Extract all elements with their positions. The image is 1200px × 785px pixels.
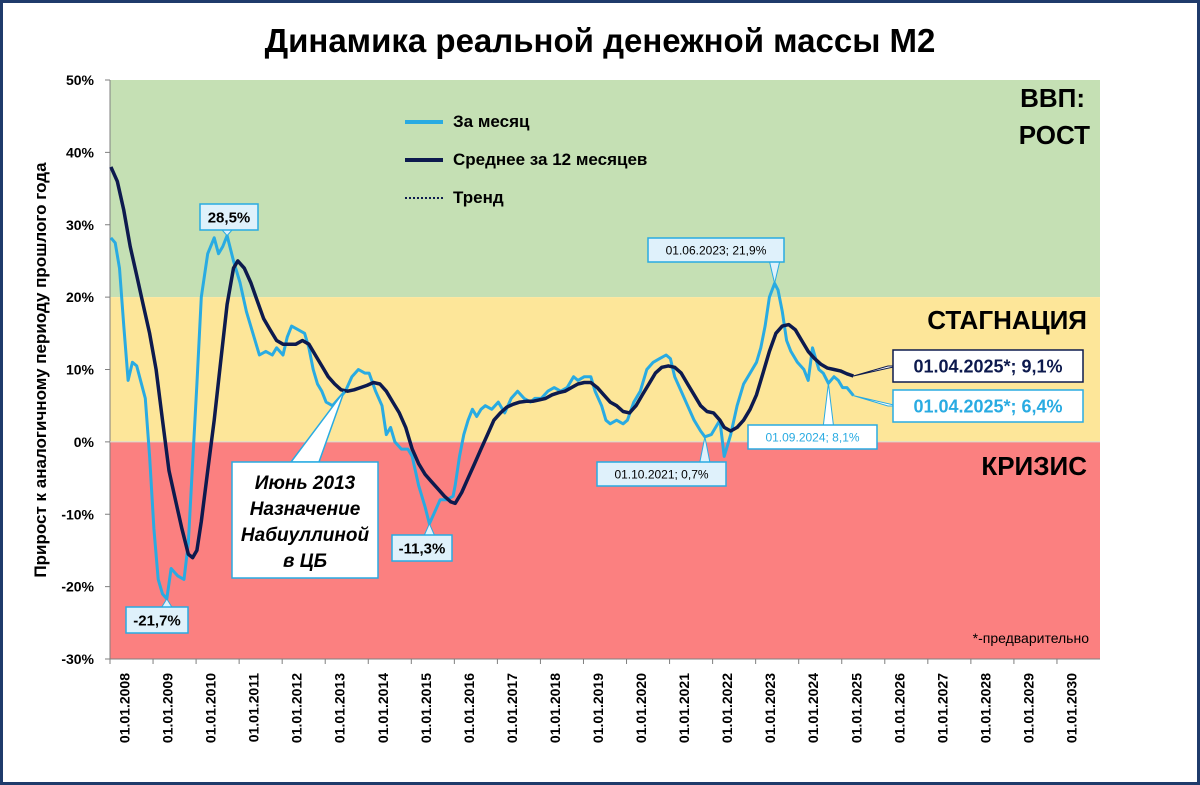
x-tick-label: 01.01.2021 [676, 673, 692, 743]
series-12m-average-line [109, 166, 854, 560]
x-tick-label: 01.01.2011 [246, 673, 262, 743]
y-tick-label: 0% [74, 434, 95, 450]
x-tick-label: 01.01.2025 [848, 673, 864, 743]
y-tick-label: 40% [66, 144, 95, 160]
legend: За месяц Среднее за 12 месяцев Тренд [405, 112, 647, 207]
y-tick-label: -20% [61, 579, 94, 595]
series-monthly-line [109, 234, 855, 601]
x-tick-label: 01.01.2014 [375, 673, 391, 743]
zone-label-growth-1: ВВП: [1020, 83, 1085, 113]
callout-line-2: Назначение [250, 499, 361, 520]
callout-line-4: в ЦБ [283, 551, 327, 572]
x-tick-label: 01.01.2027 [934, 673, 950, 743]
footnote: *-предварительно [973, 630, 1090, 646]
series [109, 166, 855, 601]
y-tick-label: 50% [66, 72, 95, 88]
x-tick-label: 01.01.2008 [117, 673, 133, 743]
chart-title: Динамика реальной денежной массы М2 [265, 22, 936, 59]
y-axis-label: Прирост к аналогичному периоду прошлого … [31, 162, 50, 578]
annotation-label: -21,7% [133, 612, 181, 629]
annotation-box [892, 349, 1084, 383]
annotation-label: 28,5% [208, 209, 251, 226]
annotation-label: 01.04.2025*; 6,4% [913, 396, 1062, 416]
y-tick-label: -10% [61, 506, 94, 522]
y-tick-label: 30% [66, 217, 95, 233]
x-tick-label: 01.01.2012 [289, 673, 305, 743]
y-tick-label: 10% [66, 362, 95, 378]
annotation-box [199, 203, 259, 231]
x-tick-label: 01.01.2015 [418, 673, 434, 743]
x-tick-label: 01.01.2013 [332, 673, 348, 743]
x-tick-label: 01.01.2018 [547, 673, 563, 743]
y-tick-label: 20% [66, 289, 95, 305]
annotation-box [747, 424, 878, 450]
annotation-box [391, 534, 453, 562]
x-tick-label: 01.01.2020 [633, 673, 649, 743]
annotation-box [892, 389, 1084, 423]
x-tick-label: 01.01.2010 [203, 673, 219, 743]
zone-label-crisis: КРИЗИС [981, 451, 1087, 481]
x-tick-label: 01.01.2016 [461, 673, 477, 743]
axes: -30% -20% -10% 0% 10% 20% 30% 40% 50% 01.01.2008 0… [61, 72, 1100, 743]
legend-label-2: Среднее за 12 месяцев [453, 150, 647, 169]
x-tick-label: 01.01.2023 [762, 673, 778, 743]
annotation-box [596, 461, 727, 487]
x-tick-label: 01.01.2022 [719, 673, 735, 743]
annotation-label: -11,3% [399, 540, 446, 557]
legend-label-1: За месяц [453, 112, 530, 131]
x-tick-label: 01.01.2009 [160, 673, 176, 743]
callout-line-3: Набиуллиной [241, 525, 370, 546]
annotation-box [125, 606, 189, 634]
x-tick-label: 01.01.2026 [891, 673, 907, 743]
zone-label-stagnation: СТАГНАЦИЯ [927, 305, 1087, 335]
annotation-box [647, 237, 785, 263]
annotation-label: 01.10.2021; 0,7% [614, 467, 708, 481]
x-tick-label: 01.01.2030 [1063, 673, 1079, 743]
zone-label-growth-2: РОСТ [1019, 120, 1090, 150]
y-tick-label: -30% [61, 651, 94, 667]
annotation-label: 01.04.2025*; 9,1% [913, 356, 1062, 376]
callout-box [231, 461, 379, 579]
zone-band-1 [110, 80, 1100, 298]
x-tick-label: 01.01.2017 [504, 673, 520, 743]
legend-label-3: Тренд [453, 188, 504, 207]
annotation-label: 01.09.2024; 8,1% [765, 430, 859, 444]
annotation-label: 01.06.2023; 21,9% [666, 243, 767, 257]
callout-line-1: Июнь 2013 [255, 473, 356, 494]
x-tick-label: 01.01.2029 [1020, 673, 1036, 743]
x-tick-label: 01.01.2019 [590, 673, 606, 743]
x-tick-label: 01.01.2024 [805, 673, 821, 743]
annotations: 28,5% -21,7% -11,3% 01.06.2023; 21,9% 01.10.… [125, 203, 1084, 634]
x-tick-label: 01.01.2028 [977, 673, 993, 743]
